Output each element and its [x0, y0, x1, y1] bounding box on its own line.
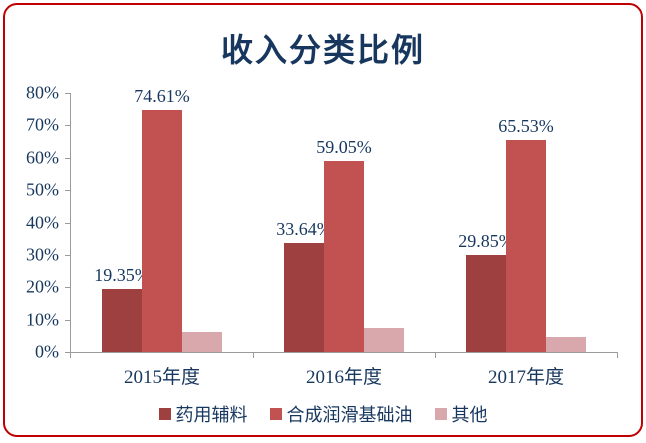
bar [546, 337, 586, 352]
legend-item: 其他 [434, 401, 488, 427]
x-tick-label: 2016年度 [305, 367, 382, 388]
bar: 33.64% [276, 219, 332, 352]
bar-group: 33.64% 59.05% [253, 93, 435, 352]
legend-swatch [434, 408, 447, 420]
legend: 药用辅料 合成润滑基础油 其他 [5, 401, 641, 427]
y-axis-tick [65, 222, 70, 224]
y-tick-label: 20% [26, 276, 59, 297]
plot-area: 19.35% 74.61% 33.64% 59.05% 29.85% 65.53% [71, 86, 617, 352]
bar-group: 19.35% 74.61% [71, 86, 253, 352]
y-tick-label: 80% [26, 82, 59, 103]
data-label: 33.64% [276, 219, 332, 240]
y-axis-tick [65, 319, 70, 321]
y-axis-tick [65, 254, 70, 256]
data-label: 59.05% [316, 136, 372, 157]
data-label: 74.61% [134, 86, 190, 107]
bar: 59.05% [316, 137, 372, 352]
y-tick-label: 10% [26, 309, 59, 330]
y-axis-labels: 0% 10% 20% 30% 40% 50% 60% 70% 80% [5, 83, 59, 362]
bar: 29.85% [458, 231, 514, 352]
y-tick-label: 50% [26, 179, 59, 200]
legend-item: 合成润滑基础油 [269, 401, 413, 427]
legend-swatch [158, 408, 171, 420]
bar-group: 29.85% 65.53% [435, 93, 617, 352]
legend-label: 合成润滑基础油 [286, 405, 413, 425]
data-label: 29.85% [458, 231, 514, 252]
chart-frame: 收入分类比例 0% 10% 20% 30% 40% 50% 60% 70% 80% 19.35%… [3, 3, 643, 437]
x-axis-line [70, 352, 617, 353]
y-axis-tick [65, 190, 70, 192]
y-tick-label: 30% [26, 244, 59, 265]
data-label: 65.53% [498, 115, 554, 136]
chart-title: 收入分类比例 [220, 32, 425, 68]
y-tick-label: 60% [26, 147, 59, 168]
bar: 74.61% [134, 86, 190, 352]
x-tick-label: 2017年度 [487, 367, 564, 388]
y-tick-label: 40% [26, 212, 59, 232]
bar [182, 332, 222, 352]
y-axis-tick [65, 157, 70, 159]
y-axis-tick [65, 93, 70, 94]
x-axis-labels: 2015年度 2016年度 2017年度 [71, 362, 617, 389]
x-axis-tick [435, 352, 436, 358]
legend-item: 药用辅料 [158, 401, 248, 427]
x-tick-label: 2015年度 [123, 367, 200, 388]
bar: 19.35% [94, 265, 150, 352]
bar [364, 328, 404, 352]
legend-label: 药用辅料 [175, 405, 248, 425]
y-axis-line [70, 93, 71, 358]
data-label: 19.35% [94, 265, 150, 286]
y-axis-tick [65, 287, 70, 289]
x-axis-tick [253, 352, 254, 358]
legend-label: 其他 [451, 405, 488, 425]
x-axis-tick [617, 352, 618, 358]
legend-swatch [269, 408, 282, 420]
y-axis-tick [65, 352, 70, 353]
bar: 65.53% [498, 116, 554, 352]
y-tick-label: 0% [35, 341, 59, 362]
y-axis-tick [65, 125, 70, 127]
y-tick-label: 70% [26, 114, 59, 135]
